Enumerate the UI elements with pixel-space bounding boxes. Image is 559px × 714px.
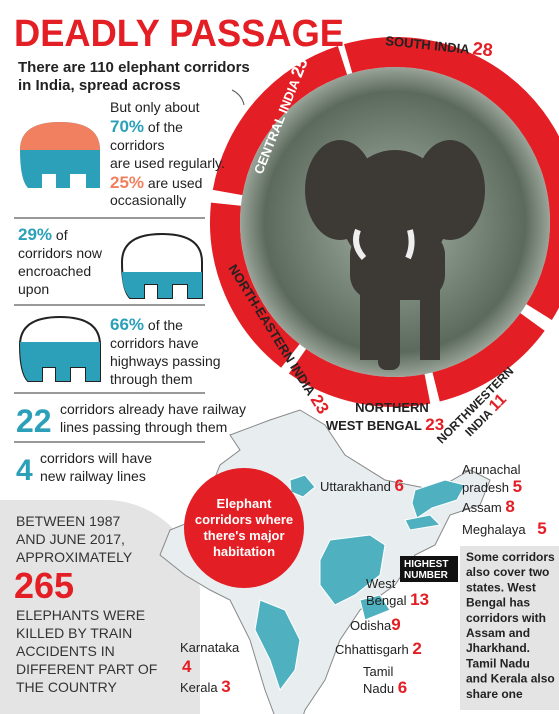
ring-segment — [344, 37, 559, 321]
note-line: Tamil Nadu — [466, 656, 530, 670]
state-label: Uttarakhand 6 — [320, 476, 404, 495]
ring-segment — [432, 312, 545, 402]
stat-number: 4 — [16, 454, 33, 487]
ring-segment — [210, 202, 300, 368]
state-label: Karnataka 4 — [180, 640, 240, 676]
state-label: Arunachal pradesh 5 — [462, 462, 522, 496]
pointer — [231, 89, 245, 106]
killed-text: BETWEEN 1987 AND JUNE 2017, APPROXIMATELY — [16, 513, 133, 565]
note-box — [460, 546, 559, 710]
note-line: share one — [466, 687, 523, 701]
stat-text: 29% of corridors now encroached upon — [18, 225, 106, 297]
note-line: corridors with — [466, 611, 546, 625]
title: DEADLY PASSAGE — [14, 13, 344, 55]
state-label: Tamil Nadu 6 — [363, 664, 407, 697]
elephant — [305, 140, 485, 370]
callout-text: Elephant corridors where there's major habi… — [195, 496, 293, 559]
stat-text: corridors will have new railway lines — [40, 450, 152, 484]
highest-text: HIGHEST NUMBER — [404, 559, 449, 581]
note-line: and Kerala also — [466, 672, 555, 686]
habitat-area — [254, 474, 466, 692]
killed-box — [0, 500, 200, 714]
intro: There are 110 elephant corridors in India… — [18, 59, 250, 94]
note-line: Bengal has — [466, 596, 530, 610]
ring — [210, 37, 559, 407]
callout — [184, 468, 304, 588]
state-label: Assam 8 — [462, 497, 515, 516]
state-label: West Bengal 13 — [366, 576, 429, 609]
note-line: Jharkhand. — [466, 641, 530, 655]
state-label: Kerala 3 — [180, 677, 231, 696]
elephant-icon — [120, 232, 203, 299]
state-label: Chhattisgarh 2 — [335, 639, 422, 658]
elephant-icon — [18, 315, 101, 382]
elephant-icon — [20, 122, 100, 188]
ring-segment — [288, 348, 431, 407]
note-text: Some corridors also cover two states. West… — [466, 550, 555, 701]
note-line: also cover two — [466, 565, 549, 579]
state-label: Meghalaya 5 — [462, 519, 547, 538]
highest-tag — [400, 556, 458, 582]
state-label: Odisha9 — [350, 615, 401, 634]
state-labels: Uttarakhand 6 Arunachal pradesh 5 Assam 8… — [180, 462, 547, 697]
ring-segment — [212, 46, 348, 196]
note-line: Some corridors — [466, 550, 555, 564]
killed-number: 265 — [14, 565, 74, 606]
region-label: NORTHERN WEST BENGAL 23 — [326, 400, 444, 434]
note-line: states. West — [466, 580, 536, 594]
killed-text: ELEPHANTS WERE KILLED BY TRAIN ACCIDENTS I… — [16, 607, 157, 695]
note-line: Assam and — [466, 626, 530, 640]
stat-text: But only about 70% of the corridors are … — [110, 99, 229, 208]
stat-number: 22 — [16, 403, 52, 439]
stat-text: 66% of the corridors have highways passi… — [110, 315, 224, 387]
stat-text: corridors already have railway lines pass… — [60, 401, 246, 435]
